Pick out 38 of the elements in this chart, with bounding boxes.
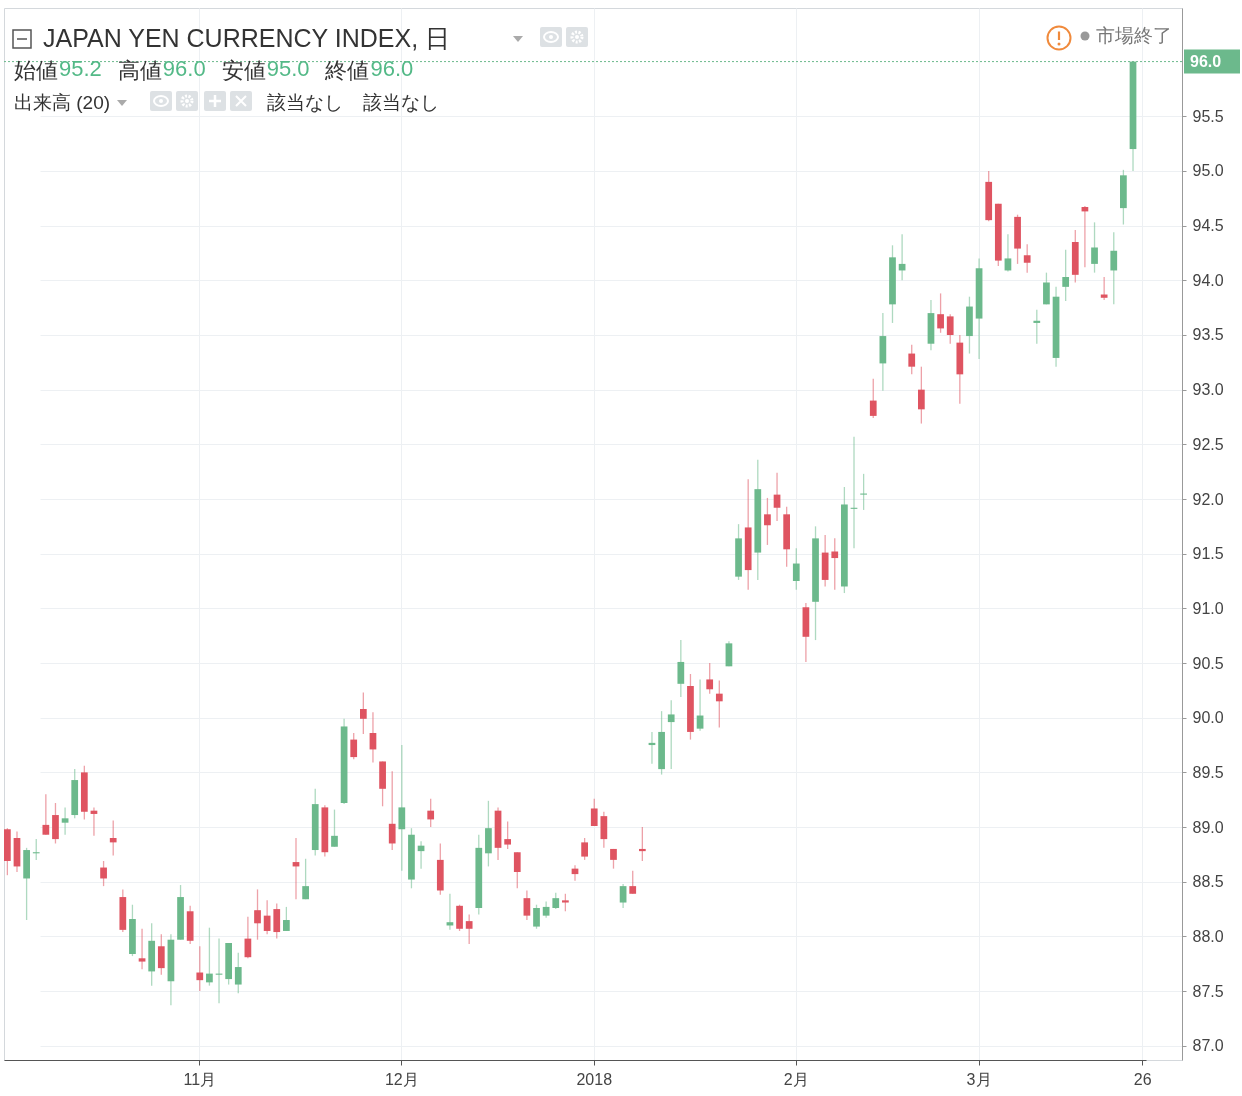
x-tick-label: 11月 (183, 1070, 217, 1088)
y-tick-label: 93.0 (1192, 381, 1224, 399)
y-tick-label: 95.0 (1192, 162, 1224, 180)
annotation: 始値 (14, 57, 58, 85)
y-tick-label: 95.5 (1192, 107, 1224, 125)
x-tick-label: 3月 (966, 1070, 992, 1088)
x-tick-label: 26 (1133, 1070, 1152, 1088)
y-tick-label: 91.5 (1192, 545, 1224, 563)
y-tick-label: 87.0 (1192, 1037, 1224, 1055)
y-tick-label: 89.0 (1192, 818, 1224, 836)
y-tick-label: 89.5 (1192, 763, 1224, 781)
annotation: 95.2 (59, 56, 102, 82)
x-tick-label: 2018 (576, 1070, 613, 1088)
y-tick-label: 94.5 (1192, 217, 1224, 235)
annotation: 96.0 (370, 56, 414, 82)
annotation: 96.0 (162, 56, 206, 82)
annotation: 市場終了 (1096, 24, 1172, 48)
ref-line-label: 96.0 (1190, 52, 1222, 70)
annotation: 終値 (325, 57, 370, 85)
annotation: 高値 (117, 57, 162, 85)
annotation: 該当なし (267, 91, 343, 115)
text: JAPAN YEN CURRENCY INDEX, 日 (43, 23, 451, 54)
y-tick-label: 91.0 (1192, 599, 1224, 617)
y-tick-label: 93.5 (1192, 326, 1224, 344)
y-tick-label: 92.0 (1192, 490, 1224, 508)
y-tick-label: 92.5 (1192, 435, 1224, 453)
y-tick-label: 88.5 (1192, 873, 1224, 891)
y-tick-label: 90.0 (1192, 709, 1224, 727)
y-tick-label: 90.5 (1192, 654, 1224, 672)
x-tick-label: 12月 (384, 1070, 419, 1088)
y-tick-label: 94.0 (1192, 271, 1224, 289)
y-tick-label: 88.0 (1192, 927, 1224, 945)
annotation: 出来高 (20) (14, 91, 111, 115)
annotation: 95.0 (266, 56, 310, 82)
x-tick-label: 2月 (783, 1070, 809, 1088)
annotation: 該当なし (363, 91, 439, 115)
y-tick-label: 87.5 (1192, 982, 1224, 1000)
annotation: 安値 (221, 57, 266, 85)
